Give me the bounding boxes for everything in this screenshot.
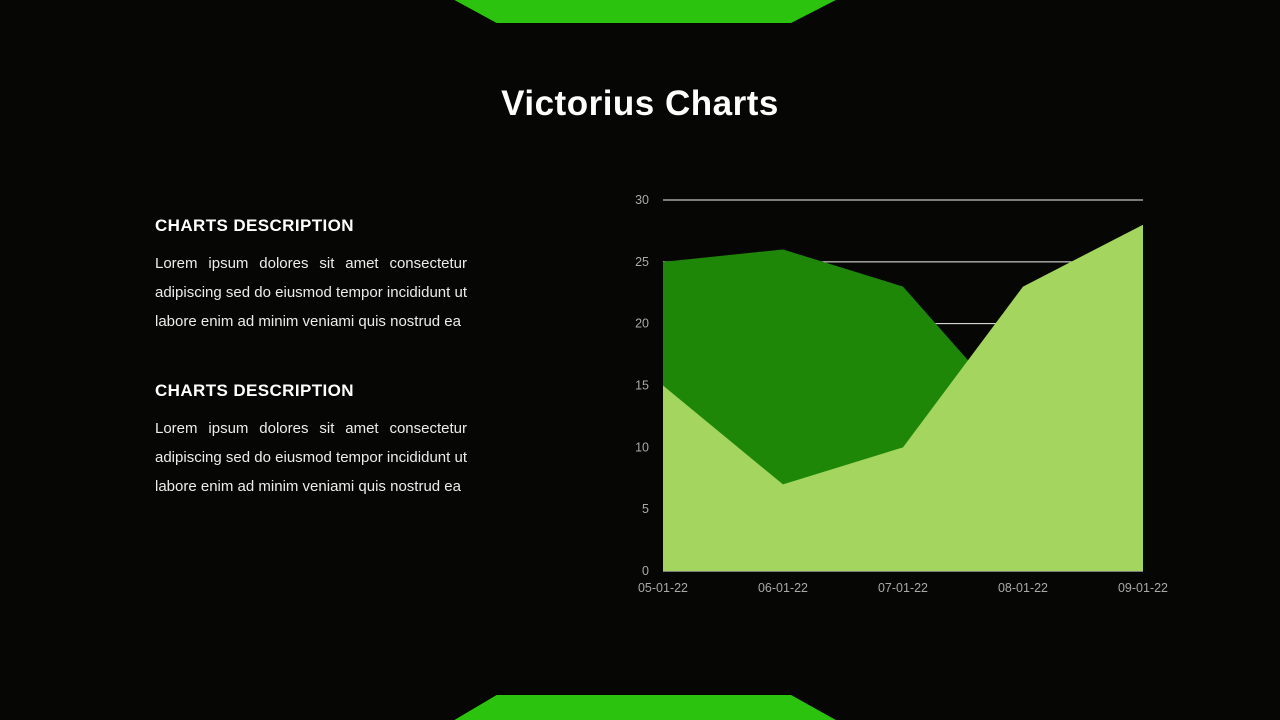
x-axis-tick-label: 07-01-22 [878, 581, 928, 595]
bottom-green-octagon-shape [454, 695, 836, 720]
description-heading-2: CHARTS DESCRIPTION [155, 381, 354, 400]
x-axis-tick-label: 06-01-22 [758, 581, 808, 595]
page-title: Victorius Charts [501, 84, 779, 123]
top-green-octagon-shape [454, 0, 836, 23]
area-light-green-series [663, 224, 1143, 571]
y-axis-tick-label: 20 [635, 317, 649, 331]
description-body-1: Lorem ipsum dolores sit amet consectetur… [155, 255, 467, 330]
descriptions-column: CHARTS DESCRIPTION Lorem ipsum dolores s… [155, 216, 467, 546]
x-axis-tick-label: 05-01-22 [638, 581, 688, 595]
y-axis-tick-label: 5 [642, 502, 649, 516]
x-axis-tick-label: 08-01-22 [998, 581, 1048, 595]
description-heading-1: CHARTS DESCRIPTION [155, 216, 354, 235]
area-chart: 0 5 10 15 20 25 30 05-01-22 06-01-22 07-01-22 08-0… [635, 193, 1168, 595]
description-block-1: CHARTS DESCRIPTION Lorem ipsum dolores s… [155, 216, 467, 336]
y-axis-tick-label: 25 [635, 255, 649, 269]
description-body-2: Lorem ipsum dolores sit amet consectetur… [155, 420, 467, 495]
y-axis-tick-label: 30 [635, 193, 649, 207]
y-axis-tick-label: 0 [642, 564, 649, 578]
description-block-2: CHARTS DESCRIPTION Lorem ipsum dolores s… [155, 381, 467, 501]
y-axis-tick-label: 15 [635, 379, 649, 393]
y-axis-tick-label: 10 [635, 440, 649, 454]
x-axis-tick-label: 09-01-22 [1118, 581, 1168, 595]
